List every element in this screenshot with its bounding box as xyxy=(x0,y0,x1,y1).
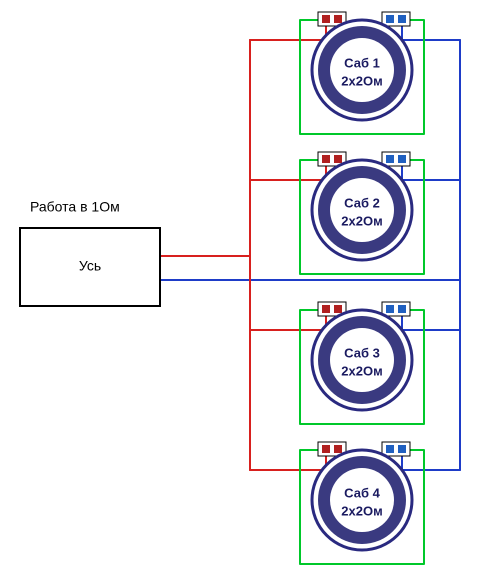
sub-name: Саб 3 xyxy=(344,345,380,360)
sub-spec: 2x2Ом xyxy=(341,213,382,228)
sub-spec: 2x2Ом xyxy=(341,73,382,88)
sub-spec: 2x2Ом xyxy=(341,503,382,518)
sub-name: Саб 1 xyxy=(344,55,380,70)
sub-name: Саб 4 xyxy=(344,485,380,500)
title-label: Работа в 1Ом xyxy=(30,199,120,215)
sub-name: Саб 2 xyxy=(344,195,380,210)
wiring-diagram: Усь Работа в 1Ом Саб 1 2x2Ом Саб 2 2x2Ом Саб 3… xyxy=(0,0,500,570)
sub-spec: 2x2Ом xyxy=(341,363,382,378)
amp-label: Усь xyxy=(79,258,101,274)
